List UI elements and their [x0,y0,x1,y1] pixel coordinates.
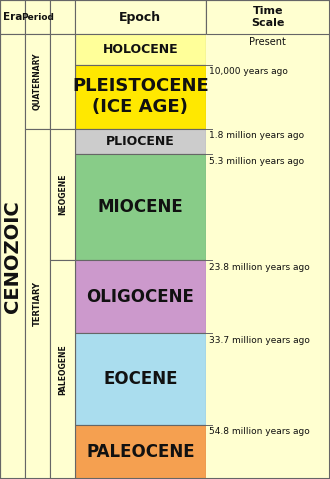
Text: PLIOCENE: PLIOCENE [106,135,175,148]
Bar [75,425,206,479]
Text: 54.8 million years ago: 54.8 million years ago [209,427,310,436]
Text: EOCENE: EOCENE [103,370,178,388]
Bar [50,0,75,34]
Bar [75,154,206,260]
Text: Present: Present [249,37,286,47]
Bar [0,34,25,479]
Text: Era: Era [3,12,22,22]
Bar [206,0,330,479]
Bar [75,128,206,154]
Text: TERTIARY: TERTIARY [33,281,42,326]
Bar [75,0,206,34]
Bar [75,260,206,333]
Bar [0,0,25,34]
Text: CENOZOIC: CENOZOIC [3,200,22,313]
Bar [25,128,50,479]
Text: QUATERNARY: QUATERNARY [33,53,42,110]
Text: PALEOCENE: PALEOCENE [86,443,195,461]
Bar [75,333,206,425]
Bar [206,0,330,34]
Text: 23.8 million years ago: 23.8 million years ago [209,262,310,272]
Bar [75,65,206,128]
Bar [206,0,330,34]
Text: PALEOGENE: PALEOGENE [58,344,67,395]
Text: HOLOCENE: HOLOCENE [103,43,178,56]
Text: Time
Scale: Time Scale [251,6,284,28]
Bar [25,34,50,128]
Text: OLIGOCENE: OLIGOCENE [86,288,194,306]
Text: MIOCENE: MIOCENE [98,198,183,217]
Text: PLEISTOCENE
(ICE AGE): PLEISTOCENE (ICE AGE) [72,78,209,116]
Text: 1.8 million years ago: 1.8 million years ago [209,131,304,140]
Text: Epoch: Epoch [119,11,161,24]
Text: Period: Period [21,13,54,22]
Bar [50,34,75,128]
Text: NEOGENE: NEOGENE [58,174,67,215]
Text: 10,000 years ago: 10,000 years ago [209,68,288,77]
Text: 33.7 million years ago: 33.7 million years ago [209,336,310,344]
Bar [50,260,75,479]
Bar [25,0,50,34]
Bar [75,34,206,65]
Bar [50,128,75,260]
Text: 5.3 million years ago: 5.3 million years ago [209,157,304,166]
